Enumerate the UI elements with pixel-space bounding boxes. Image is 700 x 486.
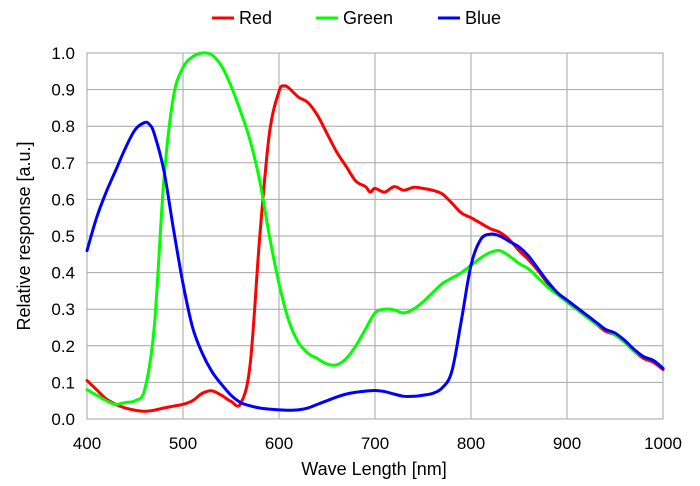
y-tick-label: 0.7 xyxy=(51,154,75,173)
x-tick-label: 600 xyxy=(265,434,293,453)
y-tick-label: 0.1 xyxy=(51,373,75,392)
y-tick-label: 0.0 xyxy=(51,410,75,429)
y-axis-title: Relative response [a.u.] xyxy=(14,141,34,330)
x-axis-title: Wave Length [nm] xyxy=(301,459,446,479)
y-tick-label: 0.3 xyxy=(51,300,75,319)
legend-label-blue: Blue xyxy=(465,8,501,28)
x-tick-label: 400 xyxy=(73,434,101,453)
x-axis-tick-labels: 400 500 600 700 800 900 1000 xyxy=(73,434,682,453)
legend-label-red: Red xyxy=(239,8,272,28)
y-tick-label: 0.2 xyxy=(51,337,75,356)
y-tick-label: 1.0 xyxy=(51,44,75,63)
y-axis-tick-labels: 0.0 0.1 0.2 0.3 0.4 0.5 0.6 0.7 0.8 0.9 1.0 xyxy=(51,44,75,429)
y-tick-label: 0.8 xyxy=(51,117,75,136)
chart-series-layer xyxy=(85,51,665,413)
x-tick-label: 500 xyxy=(169,434,197,453)
x-tick-label: 800 xyxy=(457,434,485,453)
y-tick-label: 0.6 xyxy=(51,190,75,209)
plot-frame xyxy=(86,52,664,420)
chart-grid xyxy=(86,52,664,420)
y-tick-label: 0.4 xyxy=(51,264,75,283)
series-line-blue xyxy=(85,120,665,412)
x-tick-label: 900 xyxy=(553,434,581,453)
chart-legend: Red Green Blue xyxy=(212,8,501,28)
y-tick-label: 0.5 xyxy=(51,227,75,246)
x-tick-label: 700 xyxy=(361,434,389,453)
x-tick-label: 1000 xyxy=(644,434,682,453)
y-tick-label: 0.9 xyxy=(51,81,75,100)
legend-label-green: Green xyxy=(343,8,393,28)
